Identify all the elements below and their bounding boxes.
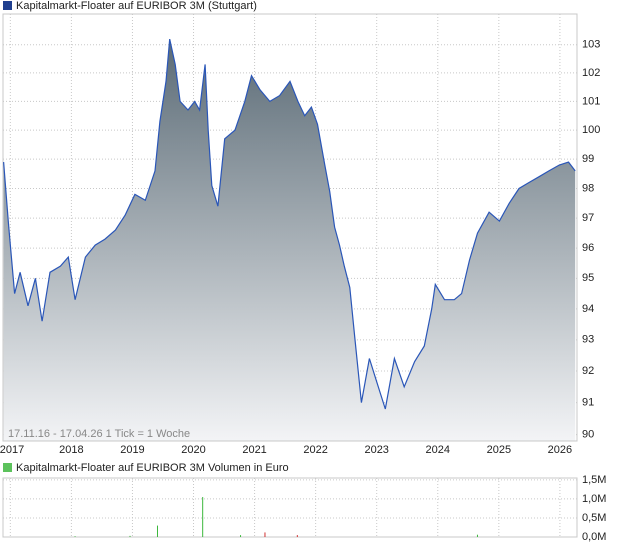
price-line <box>3 38 576 410</box>
x-tick-label: 2024 <box>426 444 450 456</box>
x-tick-label: 2018 <box>59 444 83 456</box>
y-tick-label: 95 <box>582 272 594 284</box>
x-tick-label: 2023 <box>364 444 388 456</box>
x-tick-label: 2022 <box>303 444 327 456</box>
y-tick-label: 92 <box>582 365 594 377</box>
y-tick-label: 90 <box>582 428 594 440</box>
y-tick-label: 101 <box>582 95 600 107</box>
volume-title: Kapitalmarkt-Floater auf EURIBOR 3M Volu… <box>16 462 289 474</box>
y-tick-label: 103 <box>582 39 600 51</box>
y-tick-label: 97 <box>582 212 594 224</box>
y-tick-label: 1,5M <box>582 474 606 486</box>
volume-bar <box>129 535 131 537</box>
y-tick-label: 98 <box>582 182 594 194</box>
volume-bar <box>156 525 158 537</box>
x-tick-label: 2026 <box>548 444 572 456</box>
volume-bar <box>476 534 478 537</box>
y-tick-label: 0,5M <box>582 512 606 524</box>
legend-swatch <box>3 463 12 472</box>
y-tick-label: 99 <box>582 153 594 165</box>
x-tick-label: 2019 <box>120 444 144 456</box>
x-tick-label: 2017 <box>0 444 24 456</box>
y-tick-label: 1,0M <box>582 493 606 505</box>
chart-title: Kapitalmarkt-Floater auf EURIBOR 3M (Stu… <box>16 0 257 12</box>
y-tick-label: 96 <box>582 242 594 254</box>
x-tick-label: 2025 <box>487 444 511 456</box>
volume-bar <box>296 535 298 537</box>
volume-frame <box>2 477 578 538</box>
y-tick-label: 0,0M <box>582 531 606 543</box>
area <box>3 39 576 441</box>
subtitle: 17.11.16 - 17.04.26 1 Tick = 1 Woche <box>8 428 190 440</box>
volume-bar <box>74 536 76 537</box>
y-tick-label: 93 <box>582 334 594 346</box>
y-tick-label: 102 <box>582 67 600 79</box>
volume-bar <box>240 535 242 537</box>
y-tick-label: 91 <box>582 397 594 409</box>
x-tick-label: 2021 <box>242 444 266 456</box>
plot-frame <box>2 13 578 442</box>
volume-bar <box>264 532 266 537</box>
x-tick-label: 2020 <box>181 444 205 456</box>
volume-bar <box>202 497 204 537</box>
y-tick-label: 100 <box>582 124 600 136</box>
y-tick-label: 94 <box>582 303 594 315</box>
legend-swatch <box>3 1 12 10</box>
